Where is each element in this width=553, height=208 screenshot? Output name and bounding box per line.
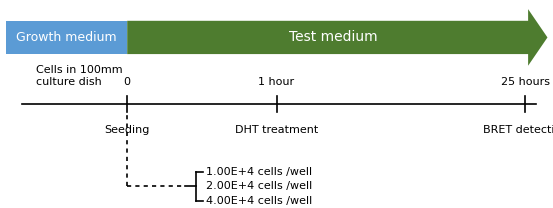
Text: Cells in 100mm
culture dish: Cells in 100mm culture dish (36, 65, 123, 87)
Text: 2.00E+4 cells /well: 2.00E+4 cells /well (206, 181, 312, 191)
Text: 1.00E+4 cells /well: 1.00E+4 cells /well (206, 167, 312, 177)
Text: 1 hour: 1 hour (258, 77, 295, 87)
Text: 0: 0 (124, 77, 131, 87)
Text: 25 hours: 25 hours (501, 77, 550, 87)
Text: 4.00E+4 cells /well: 4.00E+4 cells /well (206, 196, 312, 206)
Text: Seeding: Seeding (105, 125, 150, 135)
Text: Growth medium: Growth medium (16, 31, 117, 44)
Text: BRET detection: BRET detection (483, 125, 553, 135)
Text: DHT treatment: DHT treatment (235, 125, 318, 135)
Text: Test medium: Test medium (289, 30, 378, 45)
Polygon shape (127, 9, 547, 66)
FancyBboxPatch shape (6, 21, 127, 54)
